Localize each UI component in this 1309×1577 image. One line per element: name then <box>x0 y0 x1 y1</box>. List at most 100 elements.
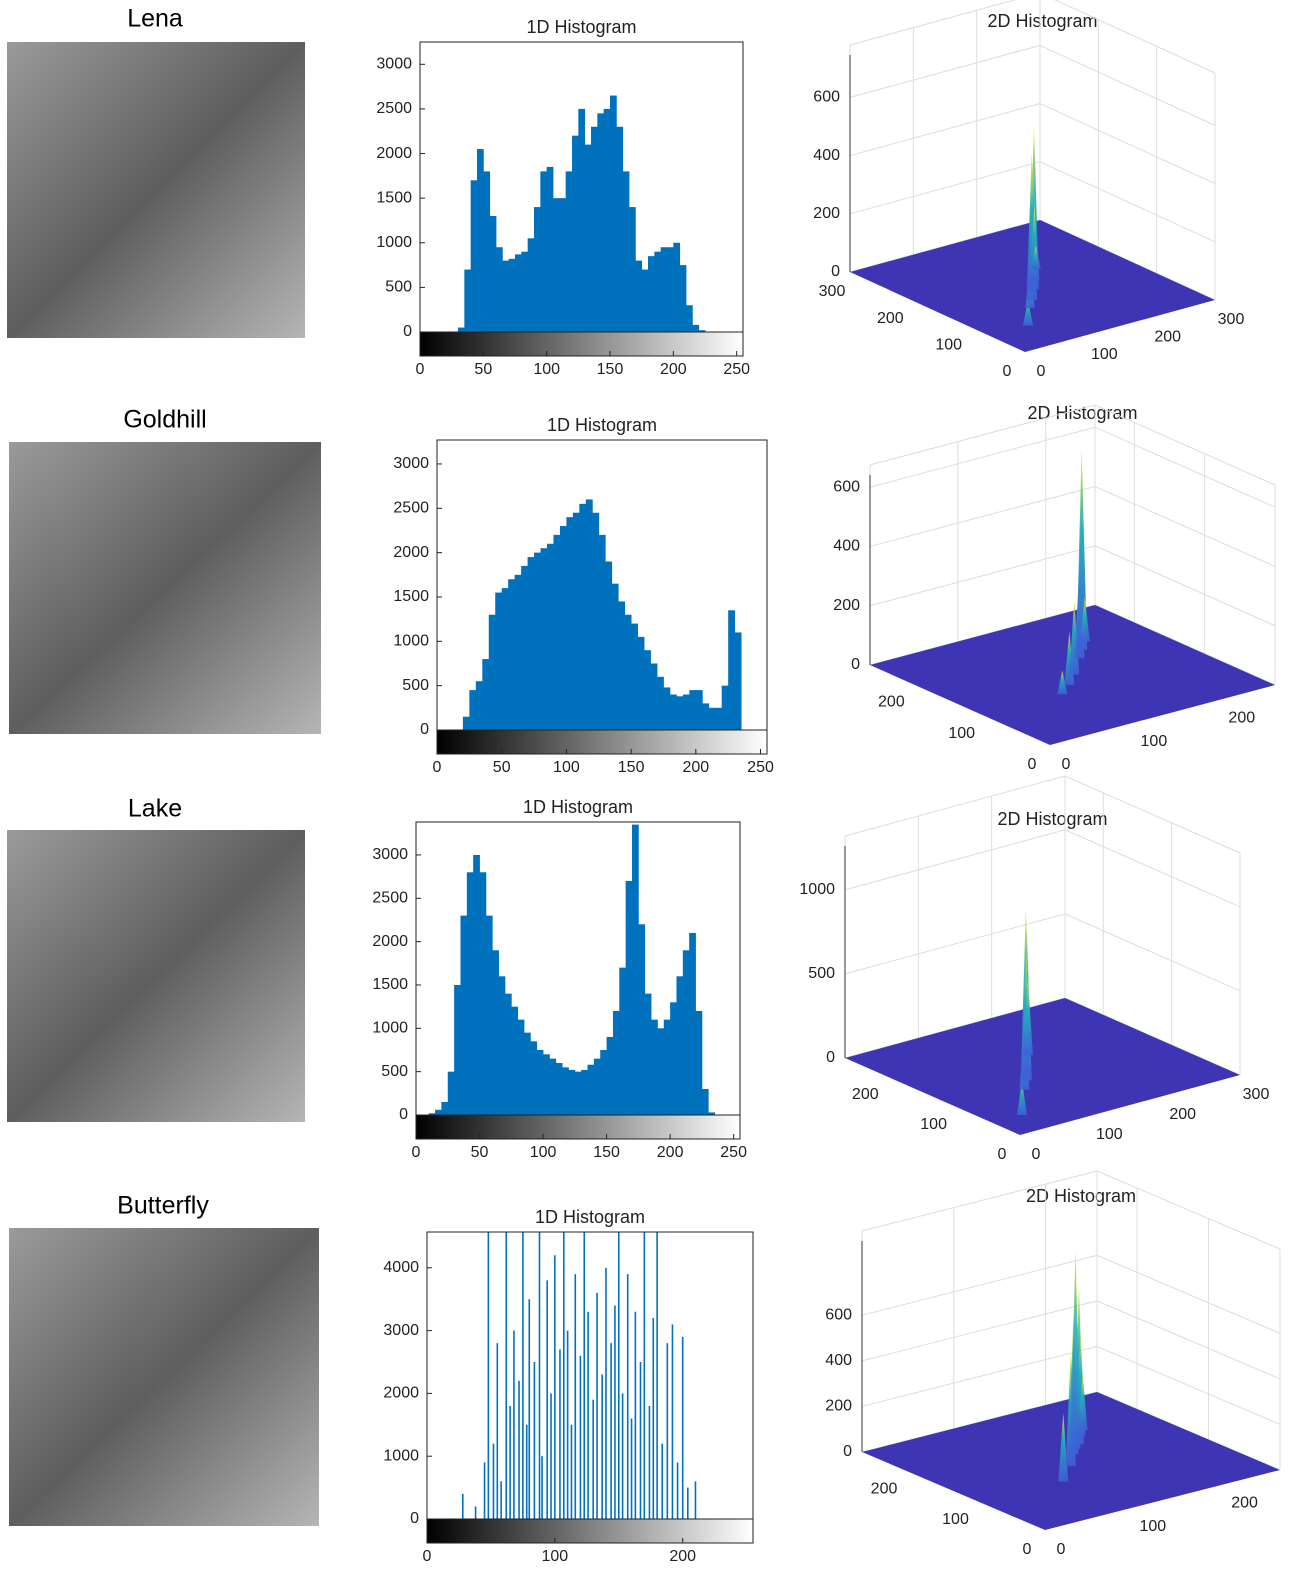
bar <box>495 592 503 730</box>
bar <box>598 534 606 730</box>
bar <box>695 690 703 730</box>
grid-line <box>861 1345 1281 1425</box>
y-tick-label: 200 <box>871 1480 898 1497</box>
colorbar <box>419 331 744 357</box>
y-tick-label: 100 <box>942 1511 969 1528</box>
y-tick-label: 1500 <box>376 189 412 206</box>
bar <box>585 499 593 730</box>
chart-title: 1D Histogram <box>547 415 657 435</box>
bar <box>521 565 528 730</box>
image-label: Goldhill <box>123 406 206 434</box>
z-tick-label: 600 <box>833 478 860 495</box>
photo <box>9 442 321 734</box>
y-tick-label: 500 <box>385 279 412 296</box>
colorbar <box>426 1518 754 1544</box>
bar <box>477 149 484 332</box>
y-tick-label: 0 <box>1003 363 1012 380</box>
spike <box>1022 979 1033 1055</box>
bar <box>572 135 579 332</box>
bar <box>536 1049 544 1115</box>
bar <box>592 512 600 730</box>
z-tick-label: 400 <box>833 538 860 555</box>
bar <box>464 269 472 332</box>
bar <box>667 247 674 332</box>
x-tick-label: 100 <box>530 1144 557 1161</box>
z-tick-label: 600 <box>825 1307 852 1324</box>
bar <box>715 707 723 730</box>
bar <box>682 694 690 730</box>
bar <box>568 1069 576 1115</box>
x-tick-label: 0 <box>423 1548 432 1565</box>
x-tick-label: 200 <box>1228 709 1255 726</box>
x-tick-label: 250 <box>747 759 774 776</box>
x-tick-label: 100 <box>1141 733 1168 750</box>
y-tick-label: 2500 <box>372 890 408 907</box>
y-tick-label: 1500 <box>393 588 429 605</box>
bar <box>641 269 649 332</box>
floor <box>845 998 1240 1135</box>
axes-frame <box>415 821 741 1140</box>
y-tick-label: 1000 <box>372 1020 408 1037</box>
bar <box>496 247 503 332</box>
bar <box>670 1002 677 1115</box>
x-tick-label: 0 <box>1037 363 1046 380</box>
axes-frame <box>419 41 744 357</box>
bar <box>559 526 567 730</box>
x-tick-label: 0 <box>1057 1541 1066 1558</box>
bar <box>454 984 461 1115</box>
y-tick-label: 100 <box>920 1116 947 1133</box>
colorbar <box>436 729 768 755</box>
bar <box>579 503 587 730</box>
x-tick-label: 150 <box>593 1144 620 1161</box>
bar <box>547 543 554 730</box>
bar <box>637 636 645 730</box>
bar <box>638 924 646 1115</box>
bar <box>508 579 516 730</box>
bar <box>572 512 580 730</box>
x-tick-label: 0 <box>412 1144 421 1161</box>
bar <box>657 676 664 730</box>
x-tick-label: 150 <box>618 759 645 776</box>
bar <box>566 517 574 730</box>
y-tick-label: 2000 <box>376 145 412 162</box>
bar <box>435 1109 442 1115</box>
z-tick-label: 0 <box>831 263 840 280</box>
bar <box>708 707 716 730</box>
bar <box>624 614 632 730</box>
z-tick-label: 400 <box>825 1352 852 1369</box>
bar <box>689 690 697 730</box>
photo <box>7 830 305 1122</box>
bar <box>540 548 548 730</box>
bar <box>669 694 677 730</box>
y-tick-label: 2000 <box>393 544 429 561</box>
x-tick-label: 150 <box>597 361 624 378</box>
bar <box>635 260 643 332</box>
chart-title: 2D Histogram <box>987 11 1097 31</box>
bar <box>650 663 658 730</box>
y-tick-label: 0 <box>399 1106 408 1123</box>
z-tick-label: 0 <box>826 1049 835 1066</box>
bar <box>469 690 477 730</box>
grid-line <box>849 44 1216 126</box>
y-tick-label: 0 <box>420 721 429 738</box>
bar <box>470 180 478 332</box>
y-tick-label: 3000 <box>372 846 408 863</box>
x-tick-label: 200 <box>1169 1106 1196 1123</box>
bar <box>679 265 687 332</box>
bar <box>618 601 626 730</box>
bar <box>657 1028 665 1115</box>
image-label: Butterfly <box>117 1192 209 1220</box>
y-tick-label: 200 <box>877 310 904 327</box>
grid-line <box>861 1254 1281 1334</box>
spike <box>1023 299 1033 326</box>
spike <box>1058 1413 1069 1482</box>
spike <box>1079 597 1090 642</box>
bar <box>515 254 522 332</box>
bar <box>708 1112 715 1115</box>
y-tick-label: 0 <box>1028 756 1037 773</box>
x-tick-label: 100 <box>1091 346 1118 363</box>
x-tick-label: 0 <box>1062 756 1071 773</box>
bar <box>695 1010 703 1115</box>
y-tick-label: 300 <box>819 283 846 300</box>
spike <box>1076 448 1087 647</box>
